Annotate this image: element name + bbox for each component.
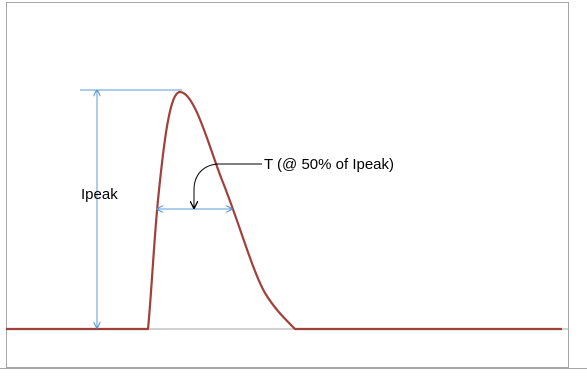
width-callout-leader [194, 163, 262, 208]
pulse-curve [6, 90, 562, 331]
peak-dimension [80, 90, 182, 328]
peak-label: Ipeak [81, 186, 118, 203]
frame-border [6, 2, 569, 368]
width-label: T (@ 50% of Ipeak) [264, 156, 394, 173]
